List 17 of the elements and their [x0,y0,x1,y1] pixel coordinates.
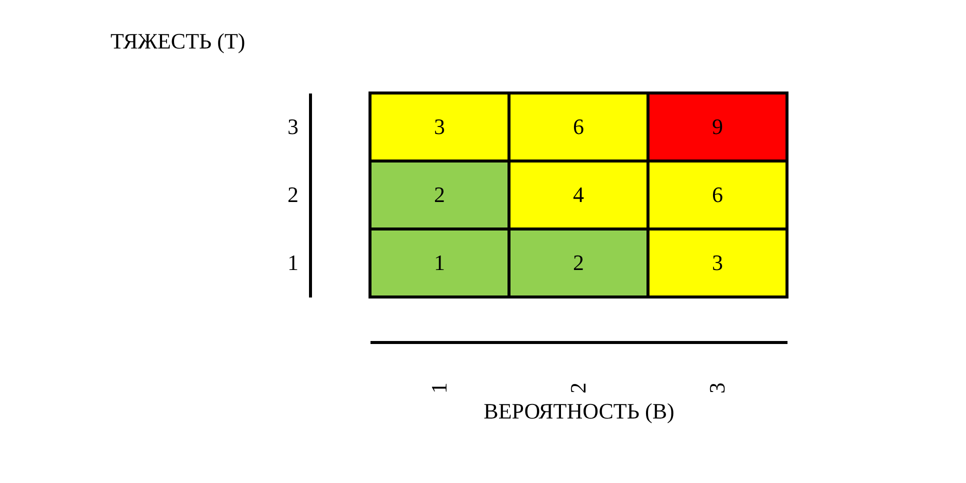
y-tick-label: 2 [288,182,298,207]
data-label: 2 [573,250,584,275]
data-label: 4 [573,182,584,207]
data-label: 9 [712,114,723,139]
data-label: 1 [434,250,445,275]
y-tick-label: 3 [288,114,298,139]
x-tick-label: 3 [704,382,730,394]
data-label: 2 [434,182,445,207]
x-axis-title: ВЕРОЯТНОСТЬ (В) [484,398,674,424]
data-label: 3 [712,250,723,275]
data-label: 6 [712,182,723,207]
x-tick-label: 1 [426,382,452,394]
y-tick-label: 1 [288,250,298,275]
data-label: 6 [573,114,584,139]
data-label: 3 [434,114,445,139]
x-tick-label: 2 [566,382,590,394]
y-axis-title: ТЯЖЕСТЬ (Т) [110,28,246,54]
